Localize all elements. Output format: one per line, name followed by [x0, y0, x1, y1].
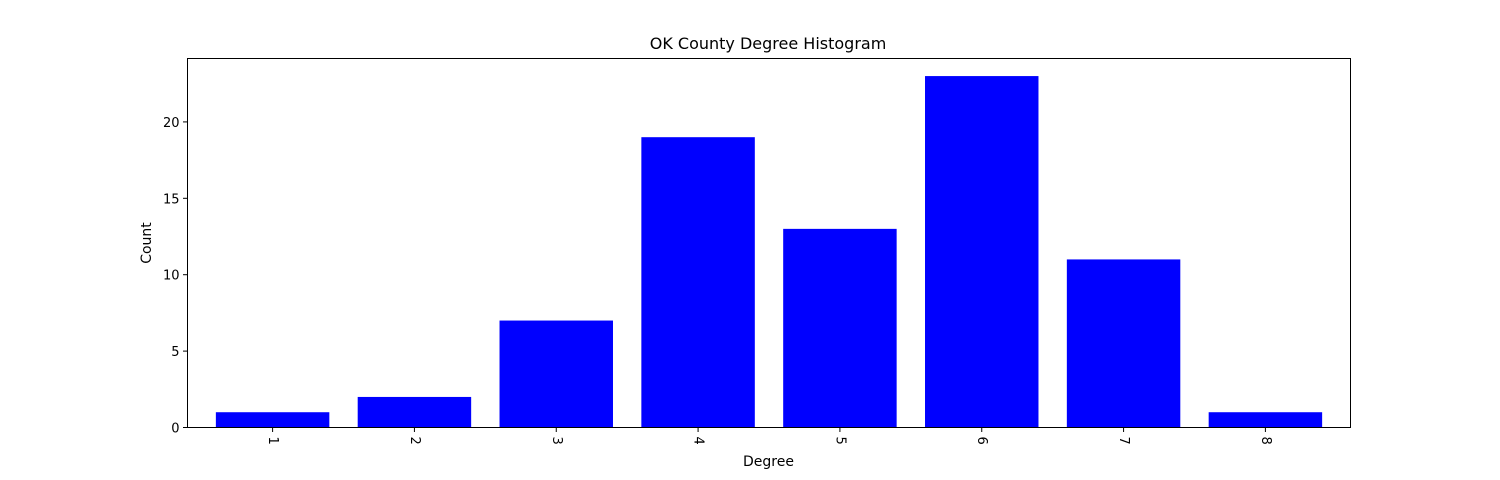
- chart-title: OK County Degree Histogram: [650, 34, 887, 53]
- bar-degree-2: [357, 396, 472, 428]
- bar-degree-1: [215, 412, 330, 428]
- y-axis-label: Count: [139, 222, 155, 264]
- x-tick-label-1: 1: [265, 437, 280, 445]
- y-tick-label: 5: [171, 345, 179, 360]
- x-tick-label-3: 3: [549, 437, 564, 445]
- x-axis-label: Degree: [743, 454, 794, 470]
- bar-degree-8: [1208, 412, 1323, 428]
- bar-degree-4: [641, 137, 755, 428]
- plot-frame: [187, 58, 1351, 428]
- x-tick-label-7: 7: [1116, 437, 1131, 445]
- y-tick-label: 10: [163, 269, 180, 284]
- x-tick-label-5: 5: [832, 437, 847, 445]
- y-tick-label: 0: [171, 422, 179, 437]
- x-tick-label-2: 2: [407, 437, 422, 445]
- bars-group: [215, 76, 1323, 428]
- bar-degree-5: [783, 228, 897, 428]
- y-axis: 0 5 10 15 20: [163, 116, 188, 437]
- x-axis: 1 2 3 4 5 6 7 8: [265, 427, 1273, 445]
- bar-degree-3: [499, 320, 613, 428]
- x-tick-label-6: 6: [974, 437, 989, 445]
- x-tick-label-4: 4: [691, 437, 706, 445]
- y-tick-label: 15: [163, 192, 180, 207]
- bar-degree-6: [925, 76, 1039, 428]
- y-tick-label: 20: [163, 116, 180, 131]
- x-tick-label-8: 8: [1258, 437, 1273, 445]
- bar-degree-7: [1066, 259, 1181, 428]
